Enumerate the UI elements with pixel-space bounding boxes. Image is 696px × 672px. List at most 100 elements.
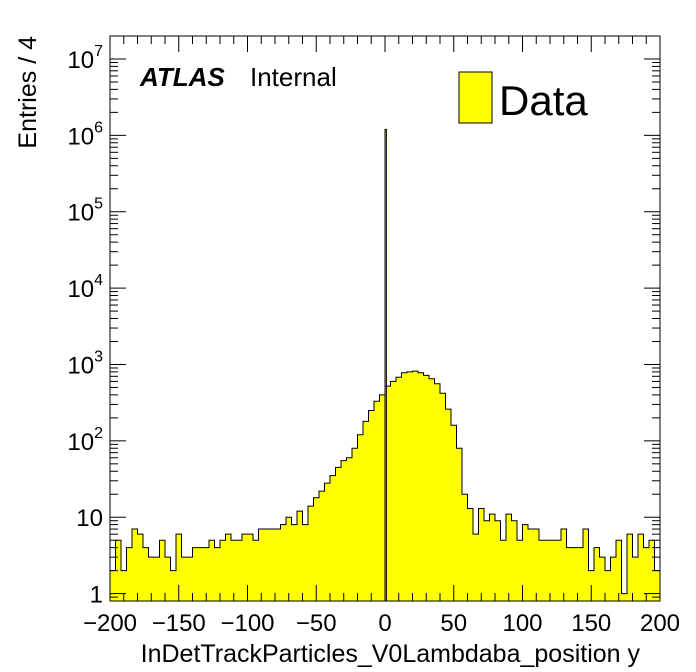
histogram-bin — [533, 529, 539, 601]
histogram-bin — [462, 494, 468, 601]
histogram-bin — [577, 547, 583, 601]
y-tick-label: 104 — [67, 272, 103, 303]
histogram-bin — [456, 448, 462, 601]
histogram-bin — [126, 547, 132, 601]
histogram-bin — [231, 540, 237, 601]
y-tick-label: 10 — [76, 505, 103, 532]
histogram-bin — [616, 540, 622, 601]
y-tick-label: 102 — [67, 425, 103, 456]
histogram-bin — [137, 534, 143, 601]
x-tick-label: −50 — [296, 610, 337, 637]
histogram-bin — [280, 524, 286, 601]
histogram-bin — [401, 372, 407, 601]
histogram-bin — [599, 557, 605, 601]
histogram-bin — [159, 540, 165, 601]
histogram-bin — [440, 393, 446, 601]
histogram-bin — [649, 540, 655, 601]
histogram-bin — [247, 534, 253, 601]
histogram-bin — [550, 540, 556, 601]
histogram-bin — [429, 378, 435, 601]
y-tick-label: 105 — [67, 196, 103, 227]
histogram-bin — [341, 460, 347, 601]
histogram-bin — [368, 410, 374, 601]
histogram-bin — [148, 557, 154, 601]
y-tick-label: 106 — [67, 119, 103, 150]
histogram-bin — [423, 375, 429, 601]
histogram-bin — [572, 547, 578, 601]
x-tick-label: 200 — [640, 610, 680, 637]
histogram-bin — [522, 524, 528, 601]
histogram-bin — [115, 540, 121, 601]
y-tick-label: 107 — [67, 43, 103, 74]
histogram-bin — [396, 377, 402, 601]
histogram-bin — [418, 372, 424, 601]
histogram-bin — [324, 483, 330, 601]
histogram-bin — [352, 448, 358, 601]
histogram-bin — [143, 547, 149, 601]
histogram-bin — [258, 529, 264, 601]
histogram-bin — [346, 457, 352, 601]
y-axis-title: Entries / 4 — [14, 36, 42, 149]
histogram-bin — [203, 547, 209, 601]
histogram-bin — [313, 497, 319, 601]
x-tick-labels: −200 −150 −100 −50 0 50 100 150 200 — [83, 610, 680, 637]
histogram-bin — [385, 386, 391, 601]
histogram-bin — [319, 491, 325, 601]
histogram-bin — [225, 534, 231, 601]
x-tick-label: −100 — [220, 610, 274, 637]
histogram-bin — [275, 529, 281, 601]
histogram-bin — [544, 540, 550, 601]
histogram-bin — [434, 383, 440, 601]
x-tick-label: 50 — [440, 610, 467, 637]
histogram-bin — [302, 524, 308, 601]
x-tick-label: −150 — [152, 610, 206, 637]
histogram-bin — [407, 371, 413, 601]
atlas-label: ATLAS — [139, 62, 225, 92]
histogram-bin — [181, 557, 187, 601]
histogram-bin — [555, 540, 561, 601]
histogram-bin — [379, 394, 385, 601]
legend: Data — [458, 71, 588, 124]
histogram-bin — [517, 540, 523, 601]
histogram-bin — [220, 540, 226, 601]
histogram-bin — [412, 371, 418, 601]
histogram-bin — [297, 511, 303, 601]
histogram-bin — [269, 529, 275, 601]
histogram-bin — [445, 409, 451, 601]
histogram-bin — [192, 547, 198, 601]
histogram-bin — [154, 557, 160, 601]
histogram-bin — [209, 540, 215, 601]
x-tick-label: −200 — [83, 610, 137, 637]
histogram-bin — [236, 540, 242, 601]
histogram-bin — [308, 506, 314, 601]
histogram-spike-bin — [384, 128, 387, 602]
y-tick-label: 1 — [90, 582, 103, 609]
histogram-bin — [132, 529, 138, 601]
histogram-bin — [374, 401, 380, 601]
histogram-bin — [500, 540, 506, 601]
histogram-bin — [187, 557, 193, 601]
histogram-bin — [561, 529, 567, 601]
histogram-bin — [121, 570, 127, 601]
legend-swatch — [458, 71, 493, 124]
histogram-bin — [330, 475, 336, 601]
histogram-bin — [451, 425, 457, 601]
histogram-bin — [198, 547, 204, 601]
histogram-bin — [253, 540, 259, 601]
histogram-bin — [478, 508, 484, 601]
histogram-bin — [170, 570, 176, 601]
histogram-bin — [291, 524, 297, 601]
x-axis-title: InDetTrackParticles_V0Lambdaba_position … — [141, 640, 641, 668]
histogram-bin — [473, 534, 479, 601]
x-tick-label: 150 — [571, 610, 611, 637]
histogram-bin — [632, 557, 638, 601]
histogram-bin — [638, 534, 644, 601]
histogram-outline — [109, 370, 661, 601]
histogram-bin — [605, 570, 611, 601]
atlas-status-label: Internal — [250, 62, 337, 92]
histogram-bin — [357, 434, 363, 601]
histogram-bin — [467, 508, 473, 601]
histogram-bin — [621, 593, 627, 601]
histogram-bin — [489, 514, 495, 601]
